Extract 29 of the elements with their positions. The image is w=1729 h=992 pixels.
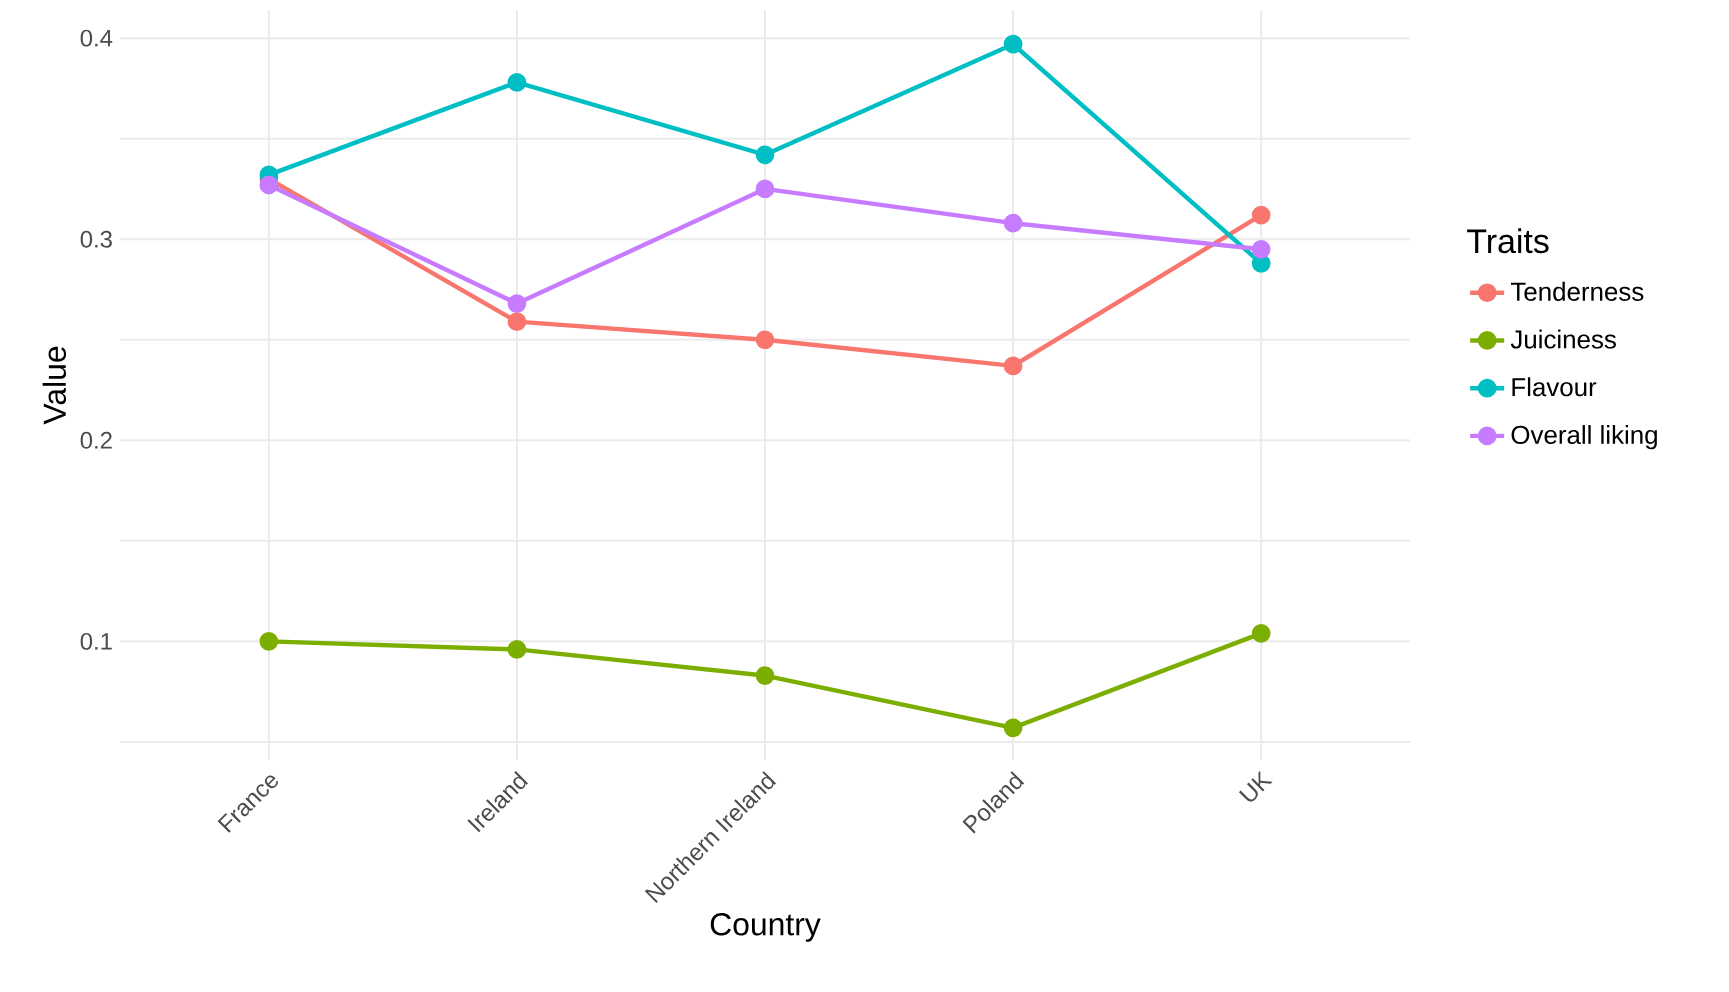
point [507, 294, 527, 313]
y-tick-label: 0.4 [80, 29, 113, 47]
point [1003, 356, 1023, 376]
point [755, 145, 775, 165]
legend-label: Juiciness [1510, 329, 1616, 349]
point [507, 73, 527, 92]
point [755, 666, 775, 685]
x-tick-label: UK [1238, 770, 1273, 802]
point [507, 312, 527, 332]
point [755, 330, 775, 350]
legend-label: Tenderness [1510, 281, 1644, 301]
legend-title: Traits [1467, 228, 1549, 254]
point [1003, 213, 1023, 233]
y-tick-label: 0.1 [80, 632, 112, 650]
legend-label: Overall liking [1511, 425, 1657, 450]
y-axis-title: Value [42, 346, 67, 425]
point [1251, 623, 1271, 643]
point [1251, 205, 1271, 225]
point [1003, 718, 1023, 738]
point [1251, 239, 1271, 259]
point [507, 640, 527, 659]
y-tick-label: 0.2 [80, 431, 112, 449]
point [259, 175, 279, 195]
point [755, 179, 775, 199]
y-tick-label: 0.3 [80, 230, 112, 248]
legend-label: Flavour [1512, 377, 1597, 397]
point [1003, 34, 1023, 54]
point [259, 632, 279, 651]
x-axis-title: Country [710, 912, 821, 942]
